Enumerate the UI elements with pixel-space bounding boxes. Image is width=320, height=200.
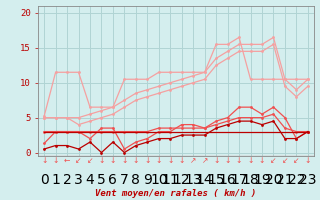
X-axis label: Vent moyen/en rafales ( km/h ): Vent moyen/en rafales ( km/h )	[95, 189, 257, 198]
